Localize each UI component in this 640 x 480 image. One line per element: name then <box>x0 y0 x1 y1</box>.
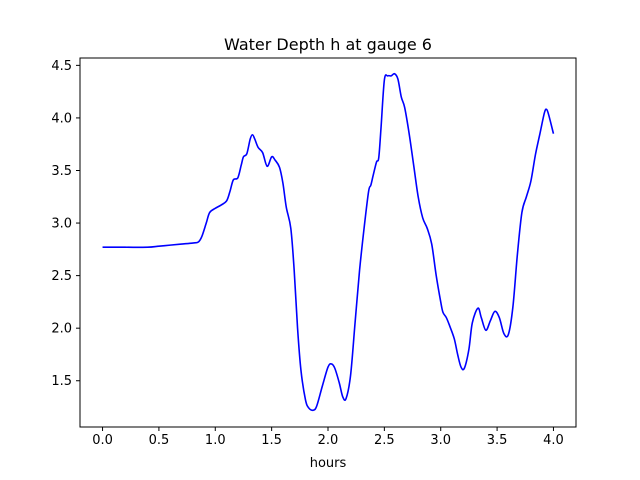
x-tick-label: 3.0 <box>430 433 451 448</box>
x-axis-title: hours <box>310 456 347 471</box>
series-layer <box>102 72 555 412</box>
y-tick-label: 4.5 <box>51 59 72 74</box>
chart-title: Water Depth h at gauge 6 <box>224 35 432 54</box>
x-tick-label: 1.5 <box>261 433 282 448</box>
y-tick-label: 4.0 <box>51 111 72 126</box>
y-tick-label: 1.5 <box>51 374 72 389</box>
x-tick-label: 1.0 <box>205 433 226 448</box>
y-tick-label: 2.0 <box>51 322 72 337</box>
y-tick-label: 2.5 <box>51 269 72 284</box>
x-tick-label: 2.5 <box>374 433 395 448</box>
x-tick-label: 3.5 <box>487 433 508 448</box>
y-tick-label: 3.5 <box>51 164 72 179</box>
x-tick-label: 4.0 <box>543 433 564 448</box>
series-line-0 <box>102 72 555 412</box>
x-tick-label: 0.5 <box>149 433 170 448</box>
x-tick-label: 2.0 <box>318 433 339 448</box>
y-tick-label: 3.0 <box>51 217 72 232</box>
x-axis: 0.0 0.5 1.0 1.5 2.0 2.5 3.0 3.5 4.0 <box>92 427 564 448</box>
x-tick-label: 0.0 <box>92 433 113 448</box>
y-axis: 1.5 2.0 2.5 3.0 3.5 4.0 4.5 <box>51 59 80 389</box>
